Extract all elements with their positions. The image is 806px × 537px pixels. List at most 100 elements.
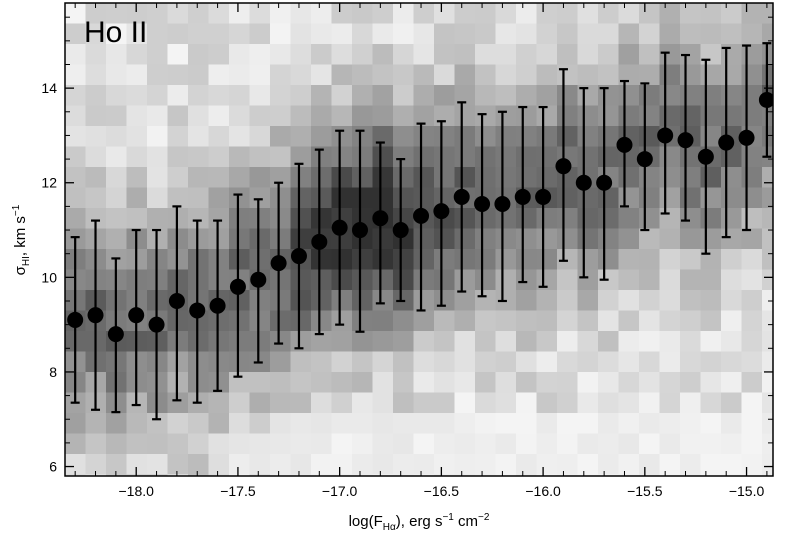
density-cell — [372, 187, 394, 209]
density-cell — [352, 23, 374, 45]
density-cell — [516, 372, 538, 394]
density-cell — [495, 269, 517, 291]
density-cell — [413, 269, 435, 291]
density-cell — [475, 413, 497, 435]
density-cell — [311, 105, 333, 127]
density-cell — [516, 310, 538, 332]
data-point-group — [535, 105, 552, 288]
density-cell — [598, 474, 620, 476]
density-cell — [639, 310, 661, 332]
density-cell — [659, 105, 681, 127]
data-point-group — [189, 219, 206, 404]
density-cell — [741, 310, 763, 332]
density-cell — [352, 64, 374, 86]
density-cell — [167, 167, 189, 189]
density-cell — [372, 126, 394, 148]
data-point — [413, 207, 430, 224]
density-cell — [577, 64, 599, 86]
x-axis-label-sub: Hα — [383, 522, 396, 533]
density-cell — [639, 290, 661, 312]
density-cell — [495, 433, 517, 455]
data-point-group — [392, 157, 409, 303]
data-point-group — [738, 44, 755, 232]
density-cell — [495, 208, 517, 230]
density-cell — [639, 208, 661, 230]
density-cell — [372, 392, 394, 414]
density-cell — [680, 413, 702, 435]
density-cell — [106, 85, 128, 107]
density-cell — [167, 187, 189, 209]
data-point — [677, 132, 694, 149]
data-point-group — [718, 46, 735, 239]
density-cell — [65, 85, 87, 107]
density-cell — [147, 64, 169, 86]
density-cell — [270, 64, 292, 86]
density-cell — [311, 310, 333, 332]
density-cell — [208, 269, 230, 291]
density-cell — [413, 310, 435, 332]
density-cell — [659, 351, 681, 373]
density-cell — [721, 105, 743, 127]
density-cell — [270, 44, 292, 66]
density-cell — [65, 126, 87, 148]
density-cell — [249, 208, 271, 230]
density-cell — [290, 85, 312, 107]
density-cell — [680, 392, 702, 414]
density-cell — [495, 454, 517, 476]
density-cell — [516, 23, 538, 45]
density-cell — [475, 310, 497, 332]
density-cell — [229, 249, 251, 271]
density-cell — [208, 392, 230, 414]
density-cell — [208, 433, 230, 455]
density-cell — [495, 392, 517, 414]
density-cell — [536, 310, 558, 332]
data-point — [168, 292, 185, 309]
data-point — [270, 255, 287, 272]
density-cell — [618, 331, 640, 353]
density-cell — [659, 146, 681, 168]
density-cell — [557, 269, 579, 291]
density-cell — [208, 228, 230, 250]
density-cell — [721, 208, 743, 230]
density-cell — [741, 454, 763, 476]
density-cell — [516, 126, 538, 148]
density-cell — [188, 44, 210, 66]
density-cell — [495, 146, 517, 168]
density-cell — [311, 208, 333, 230]
density-cell — [413, 413, 435, 435]
density-cell — [680, 372, 702, 394]
density-cell — [495, 331, 517, 353]
density-cell — [536, 413, 558, 435]
density-cell — [618, 208, 640, 230]
density-cell — [680, 331, 702, 353]
density-cell — [454, 126, 476, 148]
density-cell — [208, 310, 230, 332]
data-point — [738, 129, 755, 146]
density-cell — [208, 331, 230, 353]
density-cell — [270, 269, 292, 291]
density-cell — [516, 413, 538, 435]
density-cell — [249, 146, 271, 168]
density-cell — [229, 372, 251, 394]
density-cell — [577, 249, 599, 271]
density-cell — [270, 187, 292, 209]
density-cell — [311, 351, 333, 373]
density-cell — [147, 23, 169, 45]
density-cell — [741, 392, 763, 414]
data-point-group — [474, 113, 491, 298]
density-cell — [454, 208, 476, 230]
density-cell — [311, 454, 333, 476]
density-cell — [762, 433, 773, 455]
density-cell — [372, 146, 394, 168]
density-cell — [495, 249, 517, 271]
density-cell — [229, 290, 251, 312]
density-cell — [598, 23, 620, 45]
density-cell — [475, 208, 497, 230]
density-cell — [331, 331, 353, 353]
density-cell — [680, 208, 702, 230]
density-cell — [495, 3, 517, 25]
density-background — [65, 3, 773, 476]
density-cell — [126, 44, 148, 66]
density-cell — [290, 372, 312, 394]
x-tick-label: −15.5 — [627, 483, 663, 499]
